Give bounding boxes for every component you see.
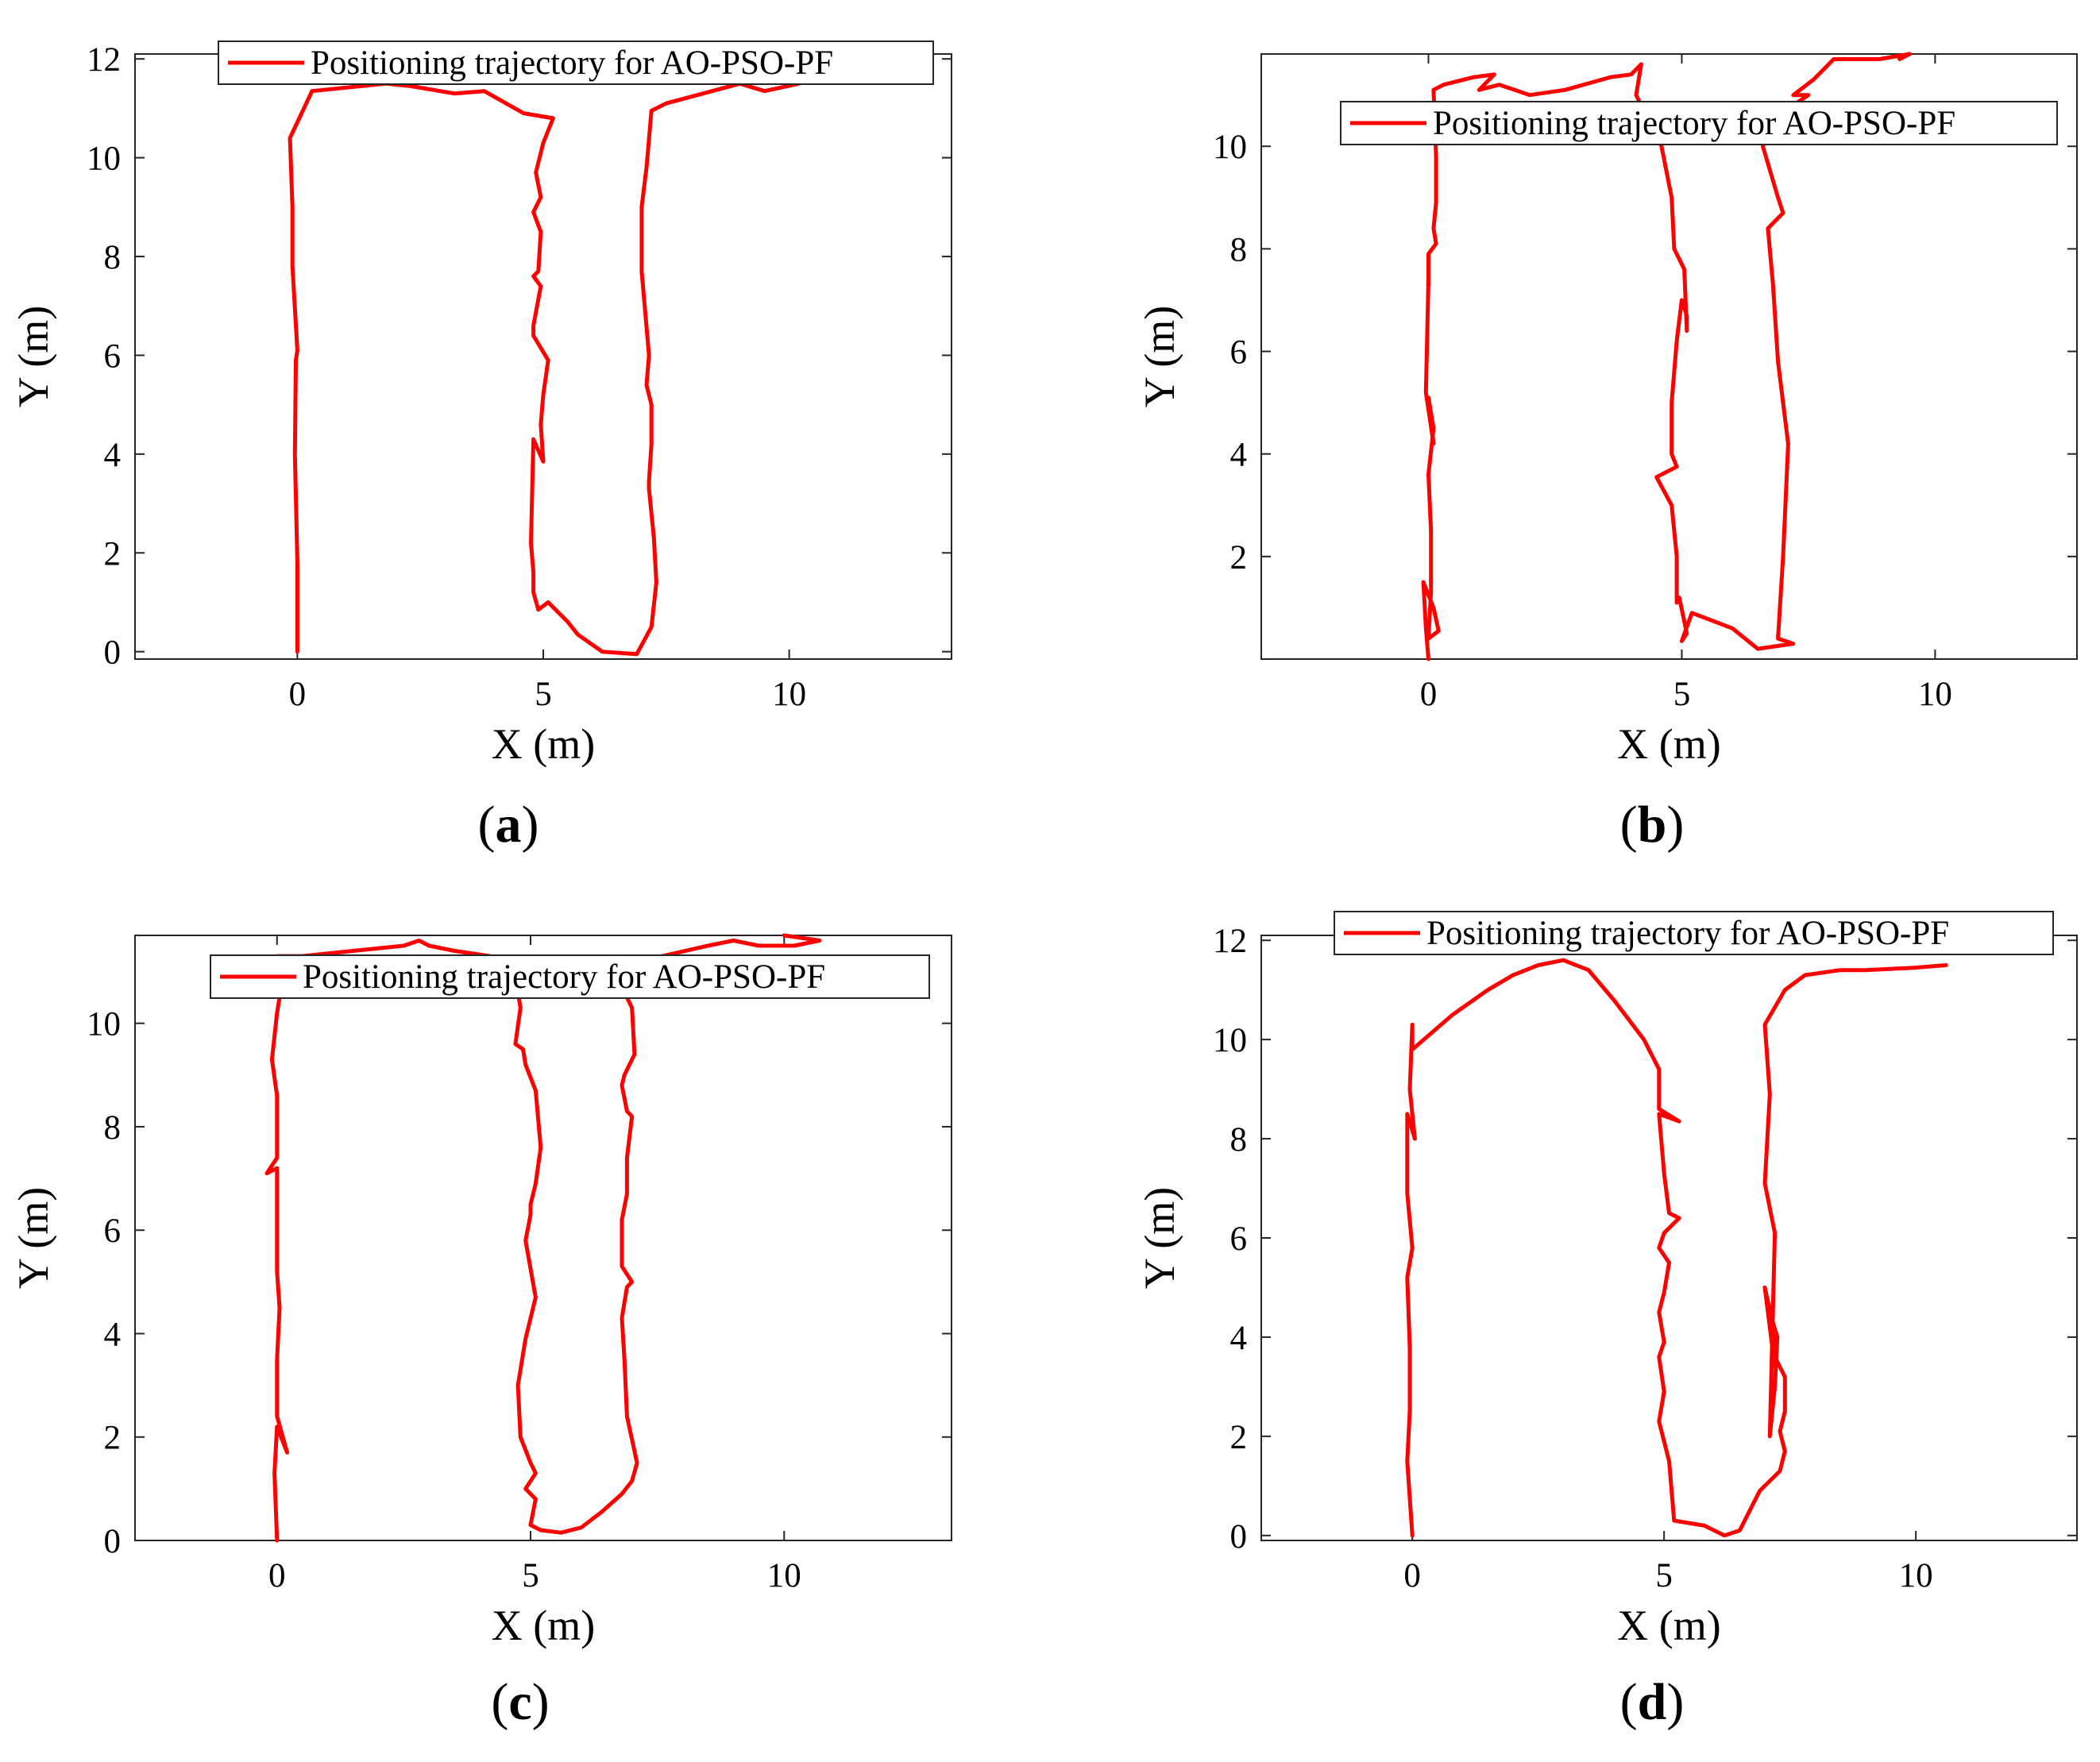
legend-box — [1340, 101, 2058, 145]
legend-label: Positioning trajectory for AO-PSO-PF — [1426, 915, 1949, 952]
y-tick-label: 8 — [1230, 231, 1248, 268]
trajectory-line — [264, 933, 822, 1543]
x-tick-label: 5 — [522, 1557, 539, 1594]
y-tick-label: 6 — [1230, 334, 1248, 372]
y-axis-label: Y (m) — [10, 306, 57, 407]
y-tick-label: 4 — [104, 1316, 122, 1353]
y-tick-label: 2 — [1230, 539, 1248, 576]
panel-label-letter: b — [1638, 796, 1667, 854]
trajectory-line — [1405, 958, 1948, 1538]
panel-label-open-paren: ( — [478, 796, 496, 854]
y-tick-label: 4 — [1230, 1320, 1248, 1357]
panel-d: 0 5 10 0 2 4 6 8 10 12 X (m) Y (m) Positioning traje… — [1136, 911, 2078, 1731]
plot-area-frame — [134, 935, 952, 1541]
y-tick-label: 4 — [1230, 437, 1248, 474]
panel-label-close-paren: ) — [522, 796, 539, 854]
legend-label: Positioning trajectory for AO-PSO-PF — [303, 958, 825, 996]
y-tick-label: 10 — [87, 1006, 121, 1043]
y-tick-label: 8 — [104, 1109, 122, 1147]
y-tick-label: 10 — [1213, 129, 1247, 166]
legend-label: Positioning trajectory for AO-PSO-PF — [311, 44, 833, 82]
x-axis-label: X (m) — [492, 720, 595, 768]
y-tick-label: 12 — [87, 41, 121, 79]
panel-label-letter: c — [508, 1673, 531, 1731]
panel-label-letter: a — [496, 796, 522, 854]
x-tick-label: 10 — [767, 1557, 801, 1594]
legend-box — [210, 954, 930, 999]
trajectory-line — [1421, 52, 1912, 661]
panel-label-open-paren: ( — [491, 1673, 508, 1731]
x-tick-label: 0 — [289, 676, 307, 713]
panel-label: (c) — [491, 1673, 549, 1731]
panel-label: (b) — [1620, 796, 1685, 854]
x-tick-label: 10 — [1918, 676, 1952, 713]
x-tick-label: 5 — [1673, 676, 1691, 713]
x-axis-label: X (m) — [1617, 720, 1720, 768]
y-tick-label: 0 — [104, 1523, 122, 1560]
y-tick-label: 0 — [1230, 1518, 1248, 1556]
x-tick-label: 10 — [772, 676, 806, 713]
panel-label-letter: d — [1638, 1673, 1667, 1731]
y-tick-label: 10 — [1213, 1022, 1247, 1059]
y-tick-label: 2 — [1230, 1419, 1248, 1456]
x-tick-label: 5 — [1655, 1557, 1673, 1594]
x-axis-label: X (m) — [1617, 1602, 1720, 1649]
y-axis-label: Y (m) — [1136, 306, 1183, 407]
legend-label: Positioning trajectory for AO-PSO-PF — [1433, 105, 1955, 142]
y-tick-label: 0 — [104, 634, 122, 672]
x-tick-label: 0 — [1403, 1557, 1421, 1594]
y-tick-label: 6 — [1230, 1220, 1248, 1258]
panel-label-open-paren: ( — [1620, 1673, 1638, 1731]
y-axis-label: Y (m) — [1136, 1187, 1183, 1289]
y-tick-label: 6 — [104, 1213, 122, 1250]
y-tick-label: 12 — [1213, 923, 1247, 960]
y-tick-label: 10 — [87, 141, 121, 178]
y-tick-label: 8 — [104, 239, 122, 276]
x-tick-label: 0 — [268, 1557, 286, 1594]
panel-a: 0 5 10 0 2 4 6 8 10 12 X (m) Y (m) Positioning traje… — [10, 40, 952, 854]
y-tick-label: 2 — [104, 535, 122, 573]
legend-box — [1334, 911, 2054, 955]
panel-label-close-paren: ) — [532, 1673, 550, 1731]
y-tick-label: 4 — [104, 437, 122, 474]
trajectory-line — [288, 81, 801, 657]
plot-area-frame — [1260, 53, 2078, 660]
panel-c: 0 5 10 0 2 4 6 8 10 X (m) Y (m) Positioning traject… — [10, 933, 952, 1731]
panel-label-open-paren: ( — [1620, 796, 1638, 854]
x-tick-label: 5 — [535, 676, 552, 713]
y-tick-label: 6 — [104, 337, 122, 375]
panel-label-close-paren: ) — [1666, 796, 1684, 854]
y-tick-label: 2 — [104, 1420, 122, 1457]
panel-label: (d) — [1620, 1673, 1685, 1731]
panel-b: 0 5 10 2 4 6 8 10 X (m) Y (m) Positioning trajecto… — [1136, 52, 2078, 854]
panel-label-close-paren: ) — [1666, 1673, 1684, 1731]
panel-label: (a) — [478, 796, 539, 854]
x-axis-label: X (m) — [492, 1602, 595, 1649]
y-axis-label: Y (m) — [10, 1187, 57, 1289]
x-tick-label: 10 — [1899, 1557, 1933, 1594]
legend-box — [218, 40, 934, 85]
y-tick-label: 8 — [1230, 1121, 1248, 1159]
plot-area-frame — [1260, 935, 2078, 1541]
x-tick-label: 0 — [1420, 676, 1438, 713]
